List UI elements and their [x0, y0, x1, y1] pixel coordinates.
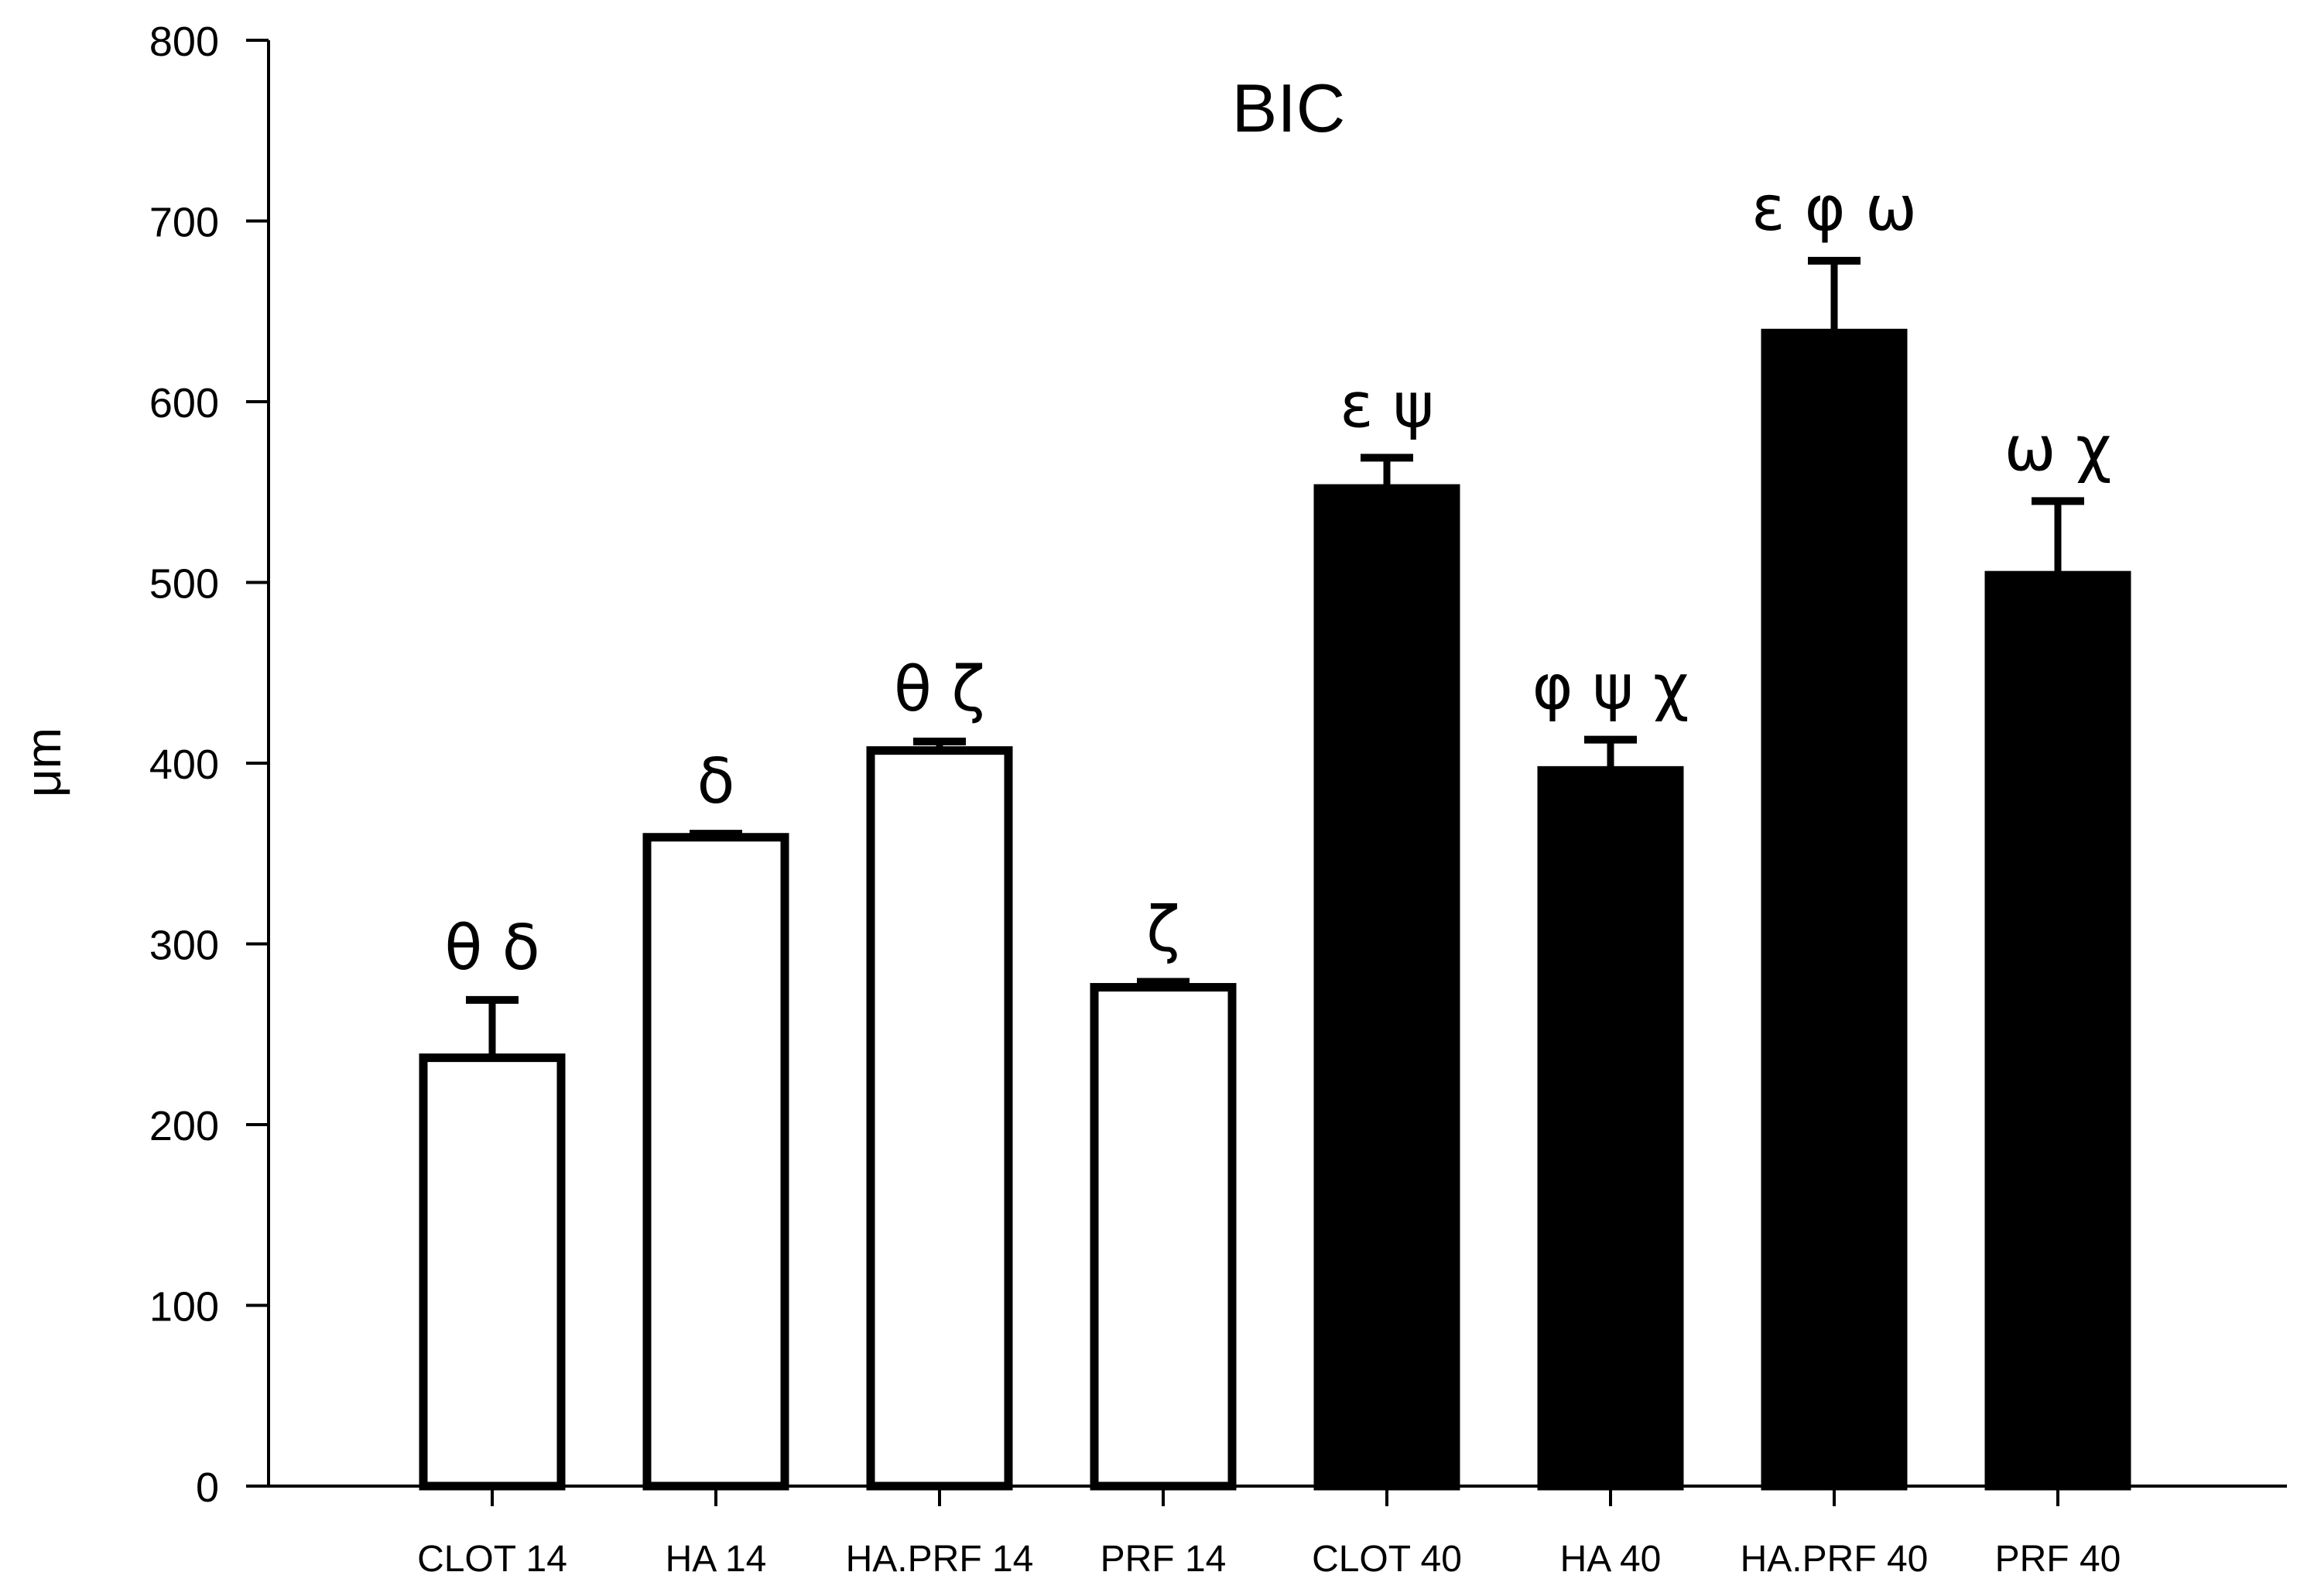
y-tick-label: 200 — [149, 1103, 219, 1149]
y-tick-label: 400 — [149, 741, 219, 788]
y-tick-label: 800 — [149, 19, 219, 65]
significance-label: θ ζ — [894, 653, 985, 725]
y-tick-label: 0 — [196, 1464, 219, 1511]
x-tick-label: HA 14 — [666, 1539, 767, 1580]
x-tick-label: HA 40 — [1560, 1539, 1662, 1580]
chart-title: BIC — [1232, 70, 1346, 146]
bar — [1090, 983, 1237, 1491]
significance-label: δ — [697, 745, 735, 817]
x-tick-label: HA.PRF 14 — [846, 1539, 1034, 1580]
y-axis-label: μm — [15, 728, 71, 797]
bar — [1761, 328, 1908, 1491]
bar — [1313, 484, 1460, 1491]
bars: θ δ δ θ ζ ζ ε ψ φ ψ χ ε φ ω ω χ — [419, 173, 2131, 1491]
x-tick-label: CLOT 40 — [1312, 1539, 1462, 1580]
significance-label: θ δ — [444, 912, 539, 984]
bar — [642, 833, 789, 1491]
significance-label: ε φ ω — [1751, 173, 1917, 245]
y-tick-label: 300 — [149, 923, 219, 969]
significance-label: ω χ — [2004, 413, 2112, 485]
significance-label: ζ — [1146, 894, 1180, 966]
x-tick-label: PRF 14 — [1101, 1539, 1227, 1580]
y-tick-label: 600 — [149, 380, 219, 426]
y-tick-label: 700 — [149, 200, 219, 246]
bar — [419, 1053, 566, 1491]
bar — [866, 746, 1013, 1491]
significance-label: φ ψ χ — [1532, 652, 1689, 724]
x-tick-label: PRF 40 — [1995, 1539, 2121, 1580]
x-tick-label: HA.PRF 40 — [1741, 1539, 1929, 1580]
y-tick-label: 100 — [149, 1284, 219, 1331]
bar — [1984, 570, 2131, 1491]
significance-label: ε ψ — [1340, 369, 1433, 441]
bar — [1537, 765, 1684, 1491]
y-tick-label: 500 — [149, 561, 219, 608]
x-tick-label: CLOT 14 — [417, 1539, 567, 1580]
axes: 0 100 200 300 400 500 600 700 800 CLOT 14 HA 14 HA.… — [149, 19, 2287, 1580]
